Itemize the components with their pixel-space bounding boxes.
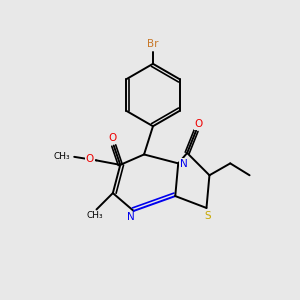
Text: N: N — [127, 212, 135, 223]
Text: CH₃: CH₃ — [87, 212, 103, 220]
Text: O: O — [194, 119, 202, 129]
Text: CH₃: CH₃ — [53, 152, 70, 161]
Text: O: O — [108, 133, 116, 143]
Text: N: N — [180, 159, 188, 169]
Text: S: S — [205, 211, 211, 221]
Text: Br: Br — [147, 40, 159, 50]
Text: O: O — [86, 154, 94, 164]
